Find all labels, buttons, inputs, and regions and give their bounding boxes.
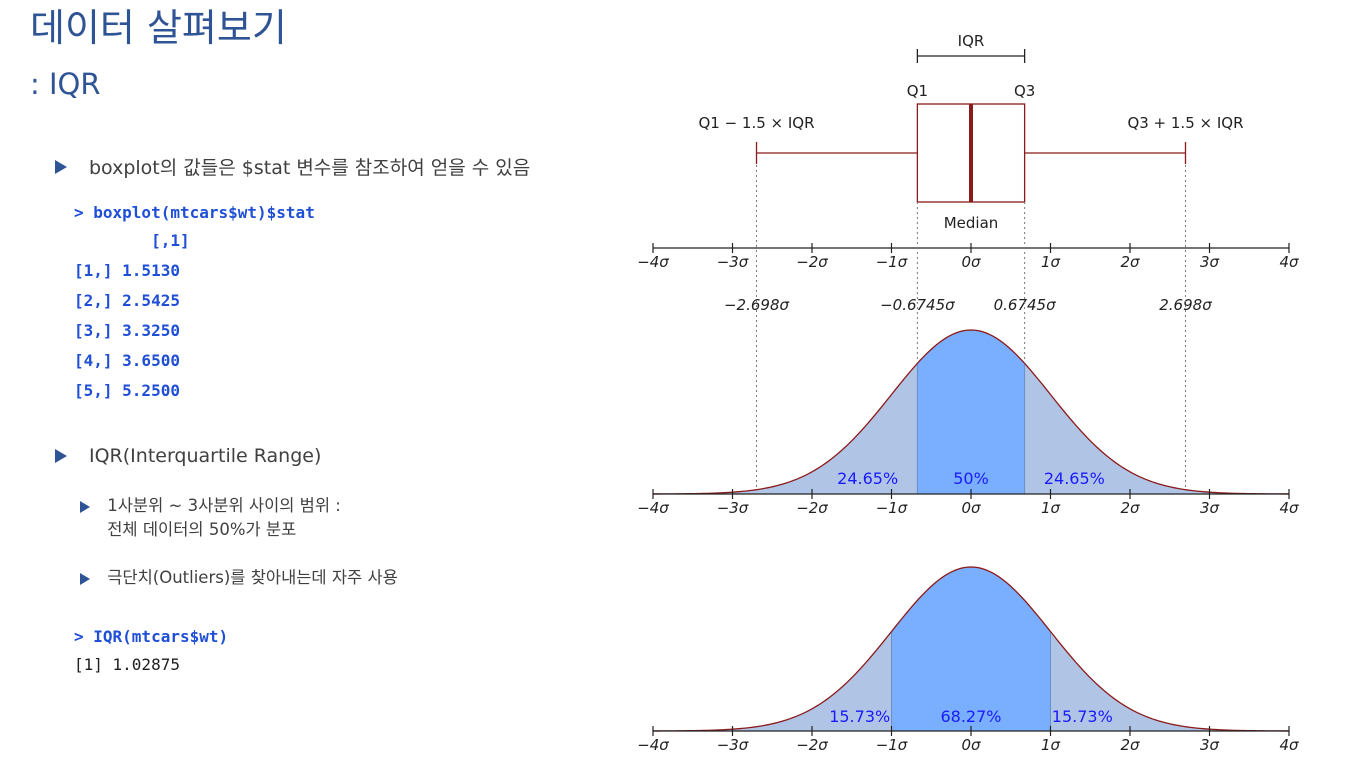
lower-whisker-label: Q1 − 1.5 × IQR [698, 114, 814, 132]
axis-tick-label: −3σ [717, 499, 749, 517]
sub-bullet-quartile-range: 1사분위 ~ 3사분위 사이의 범위 : 전체 데이터의 50%가 분포 [80, 494, 341, 542]
right-tail-area [1024, 363, 1289, 494]
percent-label: 24.65% [1044, 469, 1105, 488]
center-area [917, 330, 1025, 494]
sub-bullet-outliers: 극단치(Outliers)를 찾아내는데 자주 사용 [80, 566, 398, 590]
marker-label: −0.6745σ [880, 296, 955, 314]
axis-tick-label: 2σ [1120, 253, 1140, 271]
axis-tick-label: −2σ [796, 499, 828, 517]
axis-tick-label: −2σ [796, 736, 828, 754]
bullet-iqr: IQR(Interquartile Range) [55, 445, 321, 467]
percent-label: 50% [953, 469, 989, 488]
sigma-axis-1: −4σ −3σ −2σ −1σ 0σ 1σ 2σ 3σ 4σ [637, 243, 1299, 271]
axis-tick-label: 0σ [961, 499, 981, 517]
axis-tick-label: −2σ [796, 253, 828, 271]
sub-bullet-text-line1: 1사분위 ~ 3사분위 사이의 범위 : [107, 496, 341, 515]
sigma-axis-3: −4σ −3σ −2σ −1σ 0σ 1σ 2σ 3σ 4σ [637, 726, 1299, 754]
bullet-boxplot-stat: boxplot의 값들은 $stat 변수를 참조하여 얻을 수 있음 [55, 153, 530, 180]
axis-tick-label: 3σ [1200, 499, 1220, 517]
q1-label: Q1 [907, 82, 928, 100]
sigma-marker-labels: −2.698σ −0.6745σ 0.6745σ 2.698σ [724, 296, 1212, 314]
code-boxplot-command: > boxplot(mtcars$wt)$stat [74, 203, 315, 222]
sub-bullet-arrow-icon [80, 500, 90, 513]
left-tail-area [653, 363, 918, 494]
sub-bullet-arrow-icon [80, 572, 90, 585]
dashed-guide-lines [756, 165, 1186, 490]
axis-tick-label: 3σ [1200, 253, 1220, 271]
axis-tick-label: 4σ [1279, 499, 1299, 517]
sub-bullet-text-line2: 전체 데이터의 50%가 분포 [107, 520, 297, 539]
axis-tick-label: 1σ [1041, 499, 1061, 517]
axis-tick-label: −1σ [876, 253, 908, 271]
axis-tick-label: 2σ [1120, 499, 1140, 517]
boxplot-diagram: IQR Q1 Q3 Q1 − 1.5 × IQR Q3 + 1.5 × IQR Media… [698, 32, 1243, 232]
axis-tick-label: −3σ [717, 253, 749, 271]
q3-label: Q3 [1014, 82, 1035, 100]
percent-label: 68.27% [940, 707, 1001, 726]
axis-tick-label: −4σ [637, 736, 669, 754]
page-subtitle: : IQR [30, 67, 101, 101]
axis-tick-label: 0σ [961, 253, 981, 271]
code-boxplot-output: [,1] [1,] 1.5130 [2,] 2.5425 [3,] 3.3250… [74, 231, 190, 400]
bullet-text: IQR(Interquartile Range) [89, 445, 322, 467]
axis-tick-label: −1σ [876, 736, 908, 754]
sub-bullet-text: 극단치(Outliers)를 찾아내는데 자주 사용 [107, 568, 398, 587]
iqr-normal-distribution-figure: IQR Q1 Q3 Q1 − 1.5 × IQR Q3 + 1.5 × IQR Media… [637, 32, 1299, 754]
percent-label: 24.65% [837, 469, 898, 488]
density-curve [653, 329, 1289, 495]
normal-curve-iqr: 24.65% 50% 24.65% [653, 329, 1289, 495]
axis-tick-label: 2σ [1120, 736, 1140, 754]
axis-tick-label: −1σ [876, 499, 908, 517]
center-area [891, 567, 1051, 731]
axis-tick-label: 1σ [1041, 736, 1061, 754]
code-iqr-output: [1] 1.02875 [74, 655, 180, 674]
upper-whisker-label: Q3 + 1.5 × IQR [1127, 114, 1243, 132]
median-label: Median [944, 214, 999, 232]
axis-tick-label: 4σ [1279, 253, 1299, 271]
marker-label: 0.6745σ [994, 296, 1056, 314]
iqr-label: IQR [958, 32, 985, 50]
right-tail-area [1050, 631, 1289, 731]
axis-tick-label: −4σ [637, 253, 669, 271]
left-tail-area [653, 631, 892, 731]
axis-tick-label: −3σ [717, 736, 749, 754]
bullet-arrow-icon [55, 449, 67, 463]
axis-tick-label: −4σ [637, 499, 669, 517]
axis-tick-label: 1σ [1041, 253, 1061, 271]
normal-curve-1sigma: 15.73% 68.27% 15.73% [653, 566, 1289, 732]
code-iqr-command: > IQR(mtcars$wt) [74, 627, 229, 646]
percent-label: 15.73% [829, 707, 890, 726]
page-title: 데이터 살펴보기 [30, 6, 287, 50]
percent-label: 15.73% [1052, 707, 1113, 726]
axis-tick-label: 3σ [1200, 736, 1220, 754]
bullet-text: boxplot의 값들은 $stat 변수를 참조하여 얻을 수 있음 [89, 157, 531, 179]
axis-tick-label: 0σ [961, 736, 981, 754]
axis-tick-label: 4σ [1279, 736, 1299, 754]
bullet-arrow-icon [55, 159, 67, 174]
sigma-axis-2: −4σ −3σ −2σ −1σ 0σ 1σ 2σ 3σ 4σ [637, 489, 1299, 517]
density-curve [653, 566, 1289, 732]
